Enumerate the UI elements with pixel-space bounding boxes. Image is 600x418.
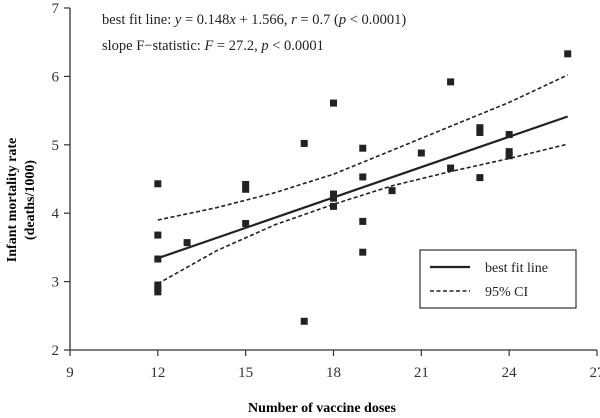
x-tick-label: 27 — [590, 365, 600, 381]
fit-equation-annotation: best fit line: y = 0.148x + 1.566, r = 0… — [102, 12, 406, 28]
data-point — [505, 131, 513, 139]
data-point — [505, 148, 513, 156]
data-point — [154, 180, 162, 188]
x-tick-label: 21 — [414, 365, 429, 381]
data-point — [476, 128, 484, 136]
x-tick-label: 15 — [238, 365, 253, 381]
legend-box — [419, 249, 577, 309]
data-point — [300, 139, 308, 147]
data-point — [300, 317, 308, 325]
data-point — [183, 239, 191, 247]
data-point — [154, 288, 162, 296]
x-tick-label: 18 — [326, 365, 341, 381]
data-point — [330, 202, 337, 210]
ci-upper-line — [157, 74, 569, 221]
data-point — [154, 255, 162, 263]
data-point — [242, 180, 250, 188]
best-fit-line — [157, 115, 569, 260]
f-statistic-annotation: slope F−statistic: F = 27.2, p < 0.0001 — [102, 38, 324, 54]
data-point — [476, 124, 484, 132]
y-axis-title-line1: Infant mortality rate — [5, 138, 20, 262]
x-axis-title: Number of vaccine doses — [248, 401, 396, 416]
y-tick-label: 6 — [52, 69, 60, 85]
data-point — [564, 50, 572, 58]
x-tick-label: 9 — [66, 365, 74, 381]
data-point — [359, 248, 367, 256]
y-axis-title-line2: (deaths/1000) — [23, 160, 38, 240]
data-point — [476, 174, 484, 182]
data-point — [447, 164, 455, 172]
y-tick-label: 5 — [52, 138, 60, 154]
y-tick-label: 7 — [52, 1, 60, 17]
x-tick-label: 24 — [502, 365, 518, 381]
y-tick-label: 4 — [52, 206, 60, 222]
data-point — [242, 219, 250, 227]
y-tick-label: 2 — [52, 343, 60, 359]
ci-lower-line — [157, 143, 568, 285]
legend: best fit line 95% CI — [419, 249, 577, 309]
y-tick-label: 3 — [52, 275, 60, 291]
data-point — [359, 144, 367, 152]
data-point — [330, 194, 337, 202]
data-point — [388, 187, 396, 195]
data-point — [359, 173, 367, 181]
data-point — [242, 185, 250, 193]
legend-label-ci: 95% CI — [485, 285, 529, 300]
data-point — [447, 78, 455, 86]
data-point — [330, 190, 337, 198]
legend-label-best-fit: best fit line — [485, 261, 548, 276]
data-point — [330, 99, 337, 107]
x-tick-label: 12 — [150, 365, 165, 381]
data-point — [359, 217, 367, 225]
data-point — [417, 149, 425, 157]
data-point — [154, 231, 162, 239]
data-point — [505, 152, 513, 160]
plot-area: 9 12 15 18 21 24 27 2 3 4 5 6 7 — [52, 1, 600, 381]
